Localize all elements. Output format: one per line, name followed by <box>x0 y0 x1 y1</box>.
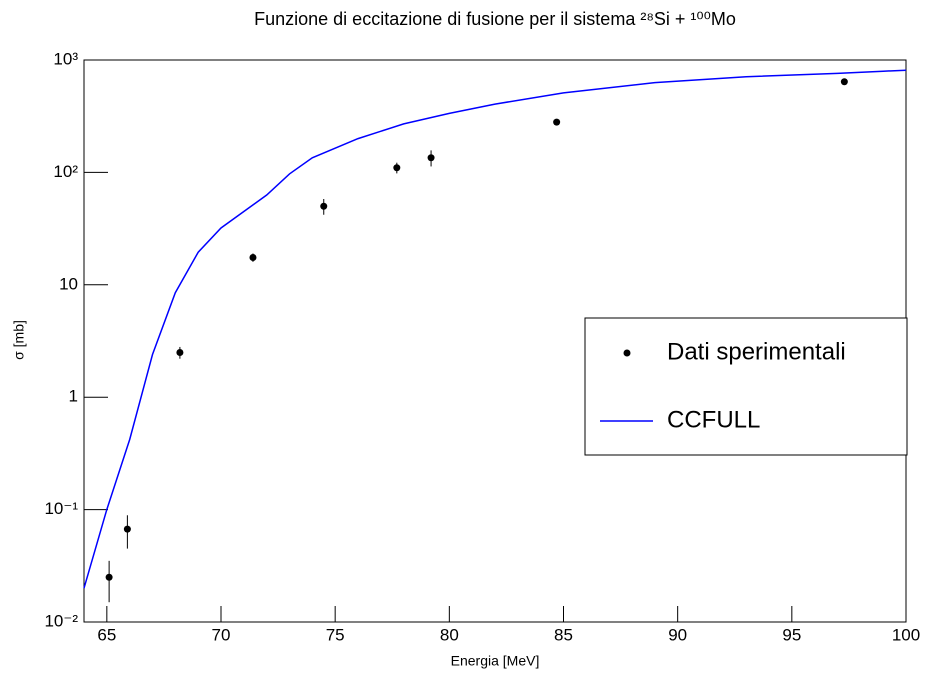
data-point <box>105 573 113 581</box>
x-tick-label: 75 <box>326 625 345 644</box>
legend-swatch <box>623 349 631 357</box>
y-tick-label: 1 <box>69 387 78 406</box>
y-tick-label: 10 <box>59 274 78 293</box>
x-tick-label: 95 <box>782 625 801 644</box>
y-axis-label: σ [mb] <box>11 320 27 360</box>
x-tick-label: 80 <box>440 625 459 644</box>
x-tick-label: 65 <box>97 625 116 644</box>
x-tick-label: 85 <box>554 625 573 644</box>
data-point <box>840 78 848 86</box>
data-point <box>553 118 561 126</box>
legend-box <box>584 317 908 456</box>
data-point <box>249 253 257 261</box>
data-point <box>320 202 328 210</box>
model-line <box>83 69 907 589</box>
data-point <box>176 348 184 356</box>
legend-label: CCFULL <box>667 406 760 433</box>
y-tick-label: 10⁻² <box>44 611 78 630</box>
data-point <box>393 164 401 172</box>
x-tick-label: 70 <box>212 625 231 644</box>
y-tick-label: 10⁻¹ <box>44 499 78 518</box>
chart-title: Funzione di eccitazione di fusione per i… <box>254 9 736 29</box>
data-point <box>123 525 131 533</box>
data-point <box>427 154 435 162</box>
x-tick-label: 100 <box>892 625 920 644</box>
x-tick-label: 90 <box>668 625 687 644</box>
y-tick-label: 10² <box>53 162 78 181</box>
legend-label: Dati sperimentali <box>667 338 846 365</box>
y-tick-label: 10³ <box>53 49 78 68</box>
x-axis-label: Energia [MeV] <box>451 653 540 669</box>
